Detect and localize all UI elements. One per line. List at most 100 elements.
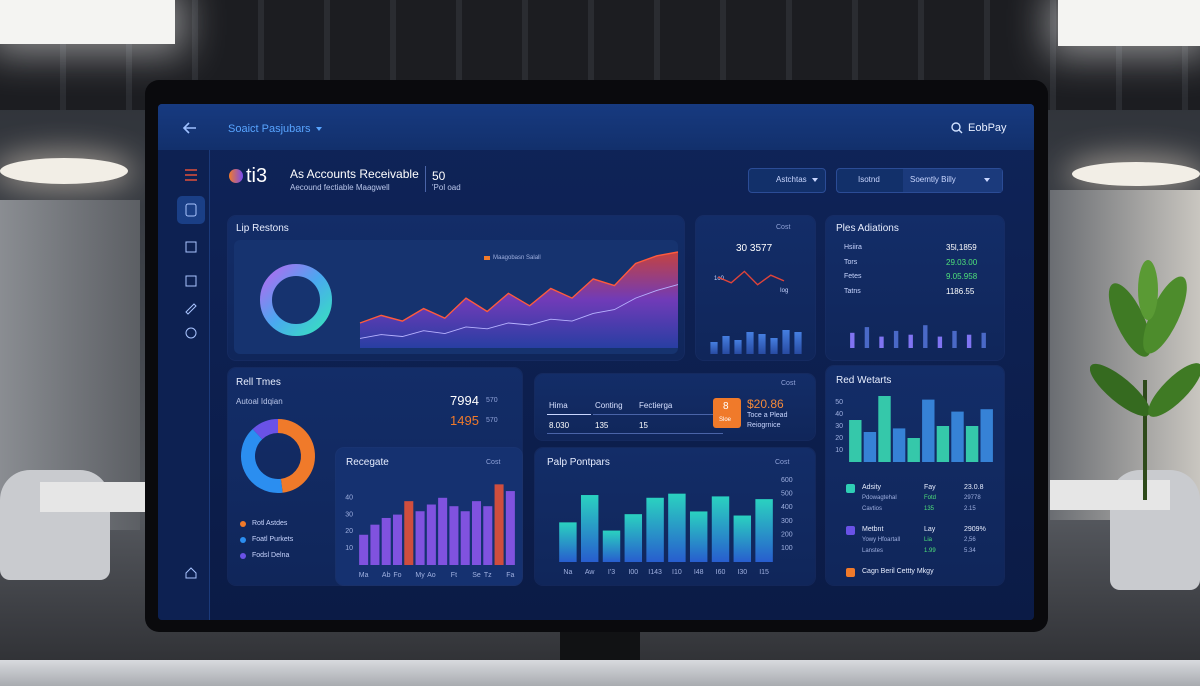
select-box[interactable]	[903, 169, 1002, 192]
nav-icon[interactable]	[185, 275, 197, 287]
bar	[426, 504, 436, 565]
donut-chart	[241, 419, 315, 493]
bar	[755, 499, 773, 562]
brand: EobPay	[968, 122, 1007, 134]
leaf	[1143, 276, 1187, 354]
nav-icon[interactable]	[185, 241, 197, 253]
x-tick-label: Aw	[585, 569, 596, 576]
x-tick-label: Ma	[359, 572, 369, 579]
bar	[758, 334, 766, 354]
right-wall	[1050, 190, 1200, 520]
x-tick-label: My	[415, 572, 425, 579]
y-tick-label: 40	[835, 411, 843, 418]
bar-chart: 10 20 30 40 50	[835, 396, 993, 462]
legend-swatch	[846, 484, 855, 493]
bar	[951, 411, 964, 462]
select-text: Soemtly Billy	[910, 175, 956, 184]
search-circle	[951, 122, 961, 132]
count-label: 'Pol oad	[432, 183, 461, 192]
panel-title: Ples Adiations	[836, 223, 899, 234]
bar	[922, 399, 935, 462]
legend-label: Maagobasn Salall	[493, 255, 541, 261]
side-table	[40, 482, 150, 512]
pendant-lamp	[1072, 162, 1200, 186]
panel-title: Recegate	[346, 457, 389, 468]
bar	[710, 342, 718, 354]
table-cell: 135	[595, 421, 609, 430]
select-label: Soemtly Billy	[910, 176, 990, 184]
amount-line: Toce a Plead	[747, 412, 788, 419]
donut-segment	[252, 419, 279, 440]
legend-label: Rotl Astdes	[252, 520, 288, 527]
legend-label: Foatl Purkets	[252, 536, 294, 543]
legend-cell: 29778	[964, 495, 981, 501]
bar	[966, 334, 972, 348]
search-icon[interactable]	[951, 122, 963, 134]
revenue-panel: Lip Restons Maagobasn Salall	[228, 216, 684, 360]
cost-value: 30 3577	[736, 243, 773, 254]
y-tick-label: 300	[781, 518, 793, 525]
bar	[392, 514, 403, 565]
menu-icon[interactable]	[185, 169, 197, 181]
bar	[646, 497, 664, 562]
bar	[494, 484, 504, 565]
bar	[965, 426, 979, 462]
workspace-menu[interactable]: Soaict Pasjubars	[228, 124, 322, 135]
panel-title: Rell Tmes	[236, 377, 281, 388]
cost-label: Cost	[775, 459, 790, 466]
bar	[770, 338, 778, 354]
area-chart	[359, 251, 679, 348]
donut-segment	[277, 419, 315, 493]
logo-mark	[229, 169, 243, 183]
y-tick-label: 400	[781, 504, 793, 511]
back-button[interactable]	[182, 121, 198, 135]
table-header: Fectierga	[639, 401, 673, 410]
bar-chart	[710, 330, 802, 354]
y-tick-label: 50	[835, 399, 843, 406]
bar	[460, 511, 470, 565]
bar	[505, 491, 515, 565]
cost-label: Cost	[781, 380, 796, 387]
row-underline	[547, 433, 723, 434]
active-nav[interactable]	[177, 196, 205, 224]
bar	[907, 438, 920, 462]
bar	[981, 332, 986, 348]
x-tick-label: Ao	[427, 572, 436, 579]
filter-text: Astchtas	[776, 175, 807, 184]
row-label: Hsiira	[844, 244, 862, 251]
ring-chart	[260, 264, 332, 336]
home-icon[interactable]	[185, 567, 197, 579]
ring	[260, 264, 332, 336]
legend-cell: Pdowagtehal	[862, 495, 897, 501]
legend-cell: Yowy Hfoartall	[862, 537, 901, 543]
x-tick-label: I30	[737, 569, 747, 576]
page-title: As Accounts Receivable	[290, 167, 419, 181]
legend-cell: 5.34	[964, 548, 976, 554]
badge	[713, 398, 741, 428]
legend-swatch	[484, 256, 490, 260]
badge-label: Sloe	[719, 417, 732, 423]
nav-icon[interactable]	[185, 303, 197, 315]
metric-unit: 570	[486, 417, 498, 424]
bar	[559, 522, 577, 562]
bar	[734, 340, 742, 354]
legend-swatch	[846, 568, 855, 577]
back-arrow	[182, 122, 196, 134]
bar	[689, 511, 708, 562]
bar	[370, 524, 380, 565]
bar	[381, 517, 391, 565]
legend-cell: Cagn Beril Cettty Mkgy	[862, 568, 934, 575]
legend-cell: 1.99	[924, 548, 936, 554]
metric: 1495	[450, 413, 479, 428]
table-cell: 15	[639, 421, 648, 430]
header-underline	[593, 414, 723, 415]
x-tick-label: I48	[694, 569, 704, 576]
nav-icon[interactable]	[185, 327, 197, 339]
logo-text: ti3	[246, 165, 268, 187]
legend-cell: 23.0.8	[964, 484, 984, 491]
bar-chart: 100 200 300 400 500 600 Na Aw I'3 I00 I143 I10 I48 I6…	[559, 477, 793, 576]
bar	[746, 332, 754, 354]
metric: 7994	[450, 393, 479, 408]
legend-swatch	[240, 553, 246, 559]
